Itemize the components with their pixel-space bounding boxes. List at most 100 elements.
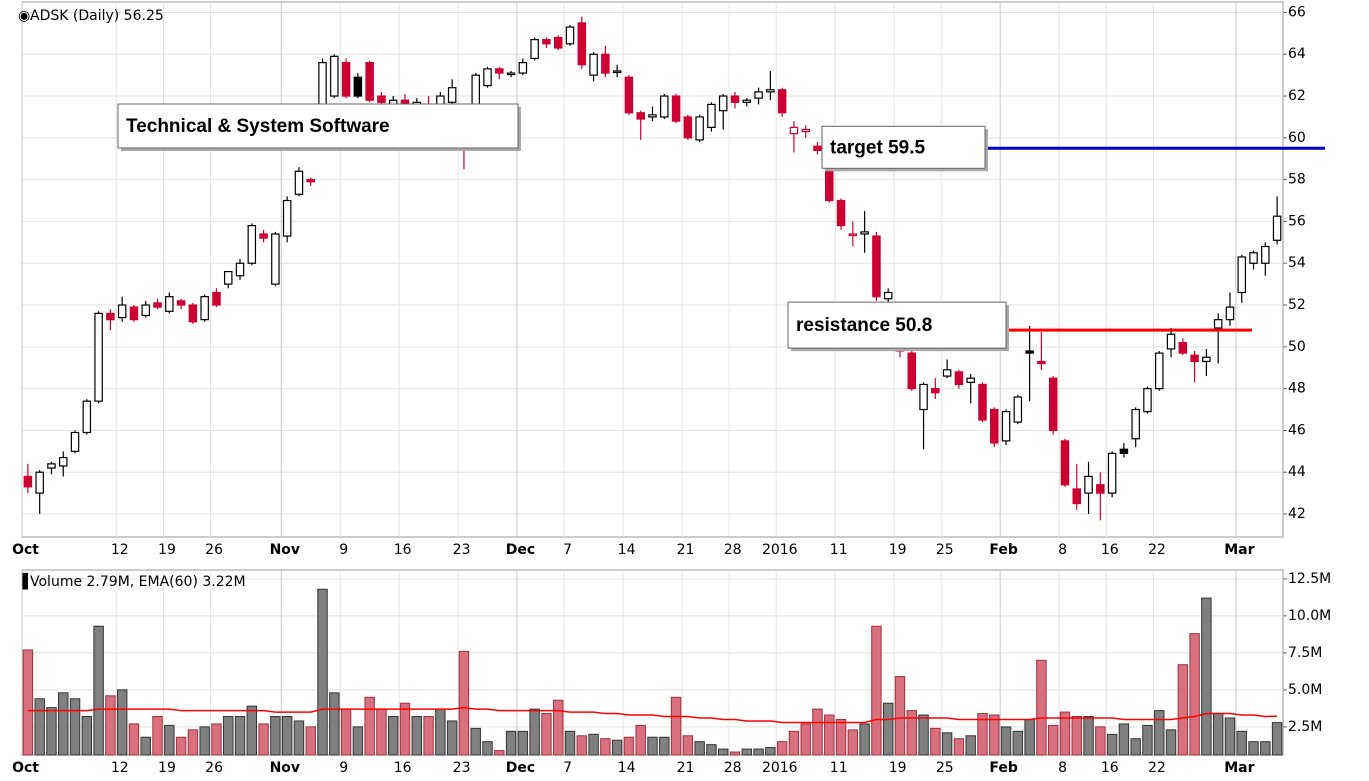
volume-bar: [234, 716, 246, 756]
x-tick-label: Dec: [506, 760, 535, 776]
candle-body: [766, 89, 775, 93]
x-tick-label: 28: [724, 542, 742, 558]
candle-body: [271, 233, 280, 285]
volume-bar: [765, 747, 776, 756]
x-tick-label: Feb: [989, 760, 1018, 776]
y-tick-label: 52: [1288, 297, 1306, 313]
y-tick-label: 64: [1288, 46, 1306, 62]
candle-body: [294, 170, 304, 195]
volume-bar: [623, 736, 635, 756]
x-tick-label: 12: [111, 542, 129, 558]
annotation-box: [117, 103, 519, 149]
volume-bar: [175, 736, 187, 756]
volume-bar: [1260, 741, 1271, 756]
candle-body: [553, 36, 563, 49]
volume-bar: [553, 699, 564, 756]
candle-body: [978, 383, 987, 421]
x-tick-label: 16: [394, 760, 412, 776]
candle-body: [129, 306, 139, 321]
candle-body: [518, 62, 528, 74]
volume-bar: [670, 696, 682, 756]
volume-bar: [446, 720, 458, 756]
volume-bar: [824, 714, 835, 756]
candle-body: [1048, 377, 1058, 432]
candle-body: [789, 126, 799, 135]
candle-body: [954, 371, 964, 386]
volume-bar: [1000, 726, 1012, 756]
volume-bar: [800, 723, 811, 756]
volume-bar: [706, 744, 717, 756]
candle-body: [200, 296, 209, 321]
candle-body: [636, 112, 645, 120]
x-tick-label: 7: [563, 542, 572, 558]
x-tick-label: Mar: [1224, 760, 1254, 776]
x-tick-label: Nov: [270, 542, 300, 558]
candle-body: [471, 74, 480, 108]
candle-body: [212, 291, 221, 306]
annotation-box: [787, 301, 1007, 349]
title-group: ADSK (Daily) 56.25◉: [18, 8, 164, 24]
x-tick-label: 23: [453, 542, 471, 558]
volume-bar: [340, 708, 352, 756]
volume-bar: [1201, 597, 1212, 756]
candle-body: [1202, 356, 1211, 363]
x-tick-label: 11: [830, 760, 848, 776]
volume-bar: [1083, 716, 1094, 756]
volume-bar: [1248, 741, 1259, 756]
x-tick-label: 16: [394, 542, 412, 558]
candle-body: [141, 304, 150, 317]
volume-bar: [494, 750, 505, 756]
candle-body: [165, 296, 174, 312]
candle-body: [1166, 333, 1176, 350]
candle-body: [648, 114, 657, 118]
volume-bar: [894, 676, 906, 756]
candle-body: [730, 95, 740, 103]
candle-body: [341, 62, 351, 97]
x-tick-label: 19: [158, 760, 176, 776]
volume-bar: [93, 625, 104, 756]
volume-bar: [1212, 713, 1224, 756]
volume-bar: [1271, 722, 1283, 756]
volume-bar: [930, 727, 941, 756]
volume-bar: [1059, 711, 1071, 756]
candle-body: [777, 89, 787, 114]
candle-body: [506, 72, 516, 76]
volume-bar: [305, 726, 316, 756]
volume-bar: [611, 739, 623, 756]
candle-body: [612, 70, 622, 74]
volume-bar: [918, 714, 929, 756]
x-tick-label: 16: [1101, 542, 1119, 558]
candle-body: [223, 270, 233, 285]
volume-bar: [364, 696, 375, 756]
volume-bar: [682, 735, 694, 756]
x-tick-label: 12: [111, 760, 129, 776]
volume-bar: [470, 727, 481, 756]
annotation-text: resistance 50.8: [796, 315, 932, 336]
candle-body: [542, 39, 551, 45]
volume-bar: [458, 650, 470, 756]
candle-body: [353, 76, 363, 97]
volume-bar: [128, 723, 140, 756]
candle-body: [1060, 440, 1070, 486]
candle-body: [1155, 352, 1164, 390]
candle-body: [495, 68, 504, 74]
volume-bar: [352, 726, 364, 756]
volume-bar: [1095, 726, 1106, 756]
candle-body: [848, 233, 858, 237]
candle-body: [1143, 388, 1152, 413]
y-tick-label: 60: [1288, 130, 1306, 146]
candle-body: [683, 116, 693, 139]
ema-line: [27, 706, 1278, 724]
candle-body: [695, 116, 704, 141]
volume-bar: [529, 708, 540, 756]
volume-bar: [576, 735, 588, 756]
x-tick-label: Oct: [12, 542, 39, 558]
candle-body: [825, 166, 834, 202]
candle-body: [82, 400, 92, 434]
volume-bar: [482, 741, 493, 756]
x-tick-label: 25: [936, 542, 954, 558]
chart-title: ADSK (Daily) 56.25: [30, 8, 164, 24]
volume-bar: [1224, 717, 1236, 756]
candle-body: [1037, 360, 1046, 365]
